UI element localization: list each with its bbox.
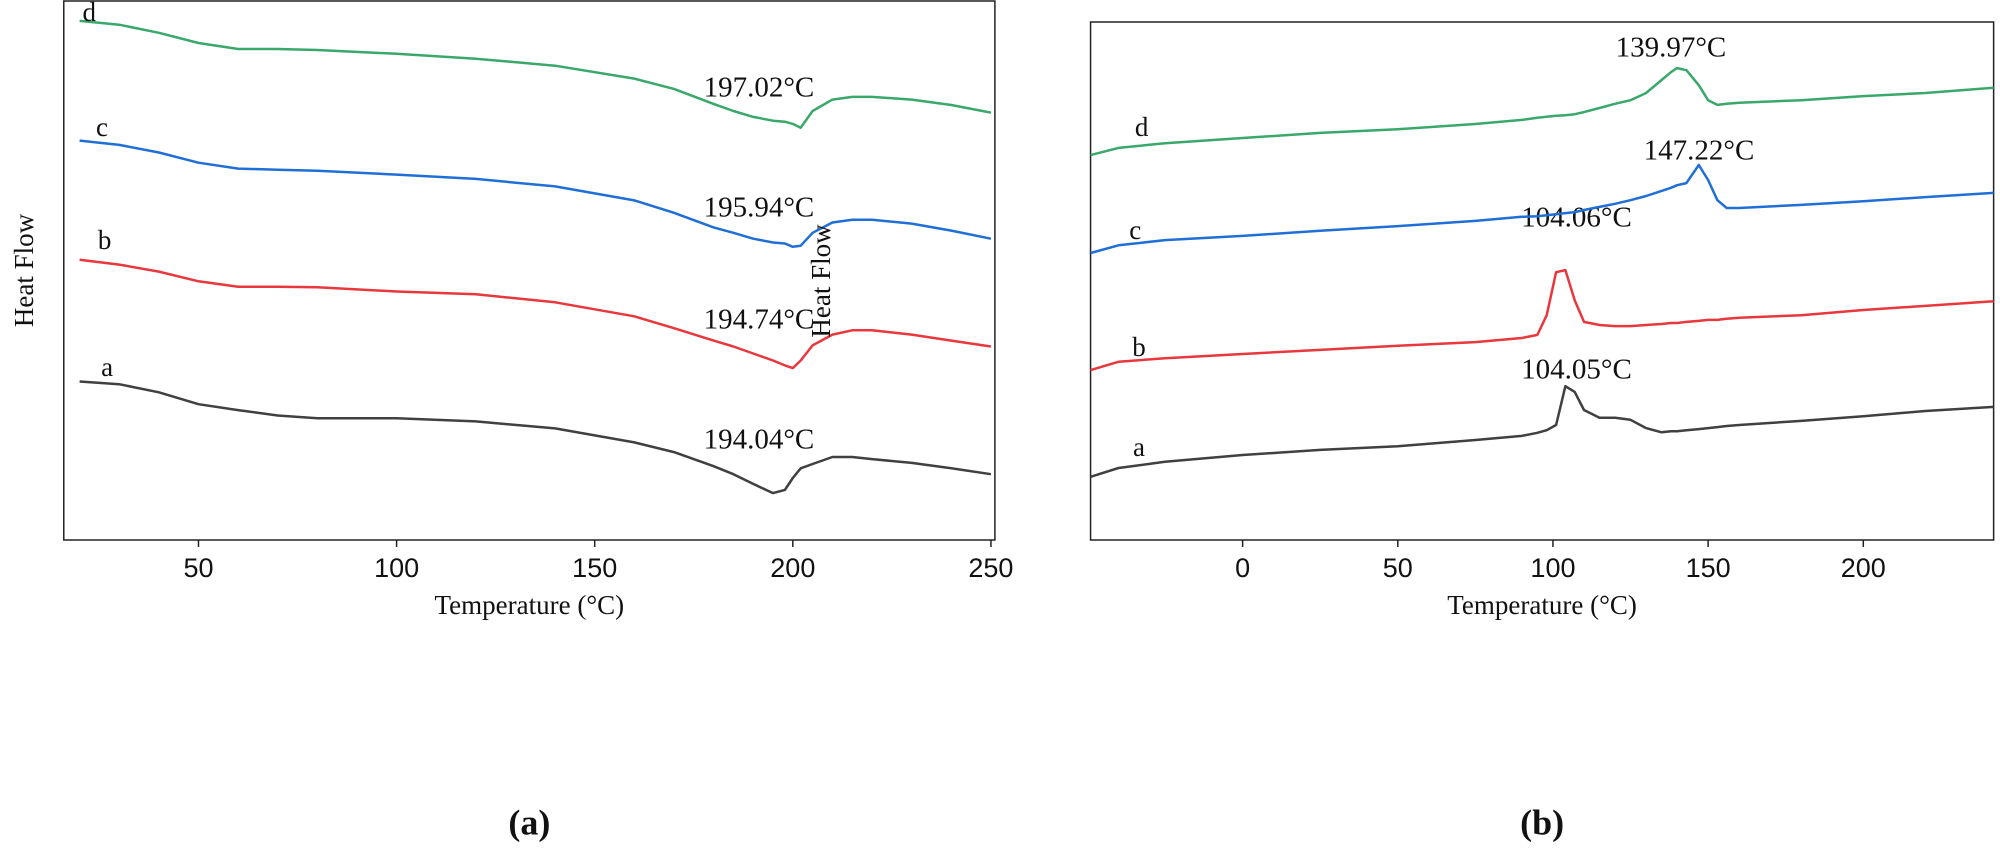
plot-frame xyxy=(63,0,996,541)
x-tick-label: 150 xyxy=(1686,553,1731,583)
peak-annotation: 147.22°C xyxy=(1644,135,1755,167)
peak-annotation: 139.97°C xyxy=(1616,32,1727,64)
x-tick-label: 150 xyxy=(572,553,617,583)
series-label: b xyxy=(98,225,112,255)
series-label: c xyxy=(1129,215,1141,245)
series-line xyxy=(79,258,992,370)
series-line xyxy=(79,139,992,249)
series-line xyxy=(1090,384,1994,478)
peak-annotation: 194.04°C xyxy=(704,424,815,456)
peak-annotation: 195.94°C xyxy=(704,192,815,224)
x-tick-label: 100 xyxy=(1530,553,1575,583)
y-axis-label: Heat Flow xyxy=(806,224,836,338)
series-label: a xyxy=(1133,432,1145,462)
x-tick-label: 50 xyxy=(1383,553,1413,583)
x-tick-label: 100 xyxy=(374,553,419,583)
series-line xyxy=(79,380,992,495)
panel-label: (b) xyxy=(1520,802,1564,842)
series-label: a xyxy=(101,352,113,382)
plot-frame xyxy=(1089,21,1995,541)
x-tick-label: 200 xyxy=(770,553,815,583)
x-tick-label: 0 xyxy=(1235,553,1250,583)
peak-annotation: 104.06°C xyxy=(1521,202,1632,234)
series-label: b xyxy=(1132,332,1146,362)
series-line xyxy=(79,19,992,129)
series-line xyxy=(1090,268,1994,372)
x-tick-label: 200 xyxy=(1841,553,1886,583)
series-label: c xyxy=(96,112,108,142)
x-tick-label: 50 xyxy=(183,553,213,583)
panel-label: (a) xyxy=(508,802,550,842)
series-label: d xyxy=(1135,112,1149,142)
x-axis-label: Temperature (°C) xyxy=(435,590,625,620)
peak-annotation: 104.05°C xyxy=(1521,354,1632,386)
series-line xyxy=(1090,66,1994,157)
y-axis-label: Heat Flow xyxy=(9,213,39,327)
x-tick-label: 250 xyxy=(968,553,1013,583)
x-axis-label: Temperature (°C) xyxy=(1447,590,1637,620)
peak-annotation: 197.02°C xyxy=(704,72,815,104)
series-label: d xyxy=(83,0,97,27)
peak-annotation: 194.74°C xyxy=(704,304,815,336)
series-line xyxy=(1090,163,1994,255)
